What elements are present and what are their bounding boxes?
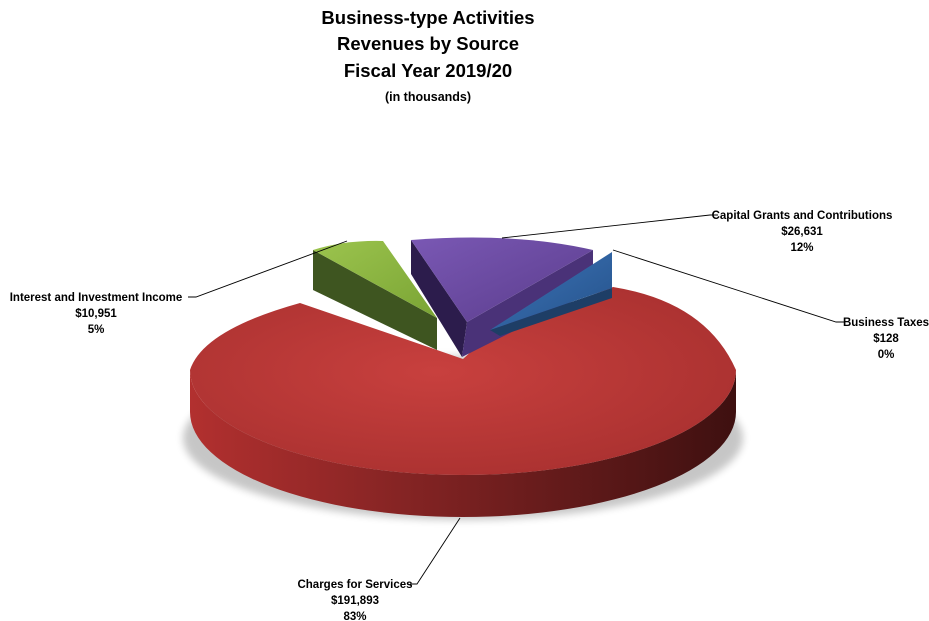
label-charges-name: Charges for Services xyxy=(297,579,412,591)
chart-unit-note: (in thousands) xyxy=(385,90,471,104)
chart-title: Business-type Activities xyxy=(321,7,534,28)
slice-charges-for-services xyxy=(190,287,736,517)
slice-business-taxes xyxy=(490,252,612,336)
slice-capital-top xyxy=(411,237,593,322)
leader-line-charges xyxy=(410,517,461,585)
slice-capital-left-side xyxy=(411,240,467,357)
label-interest-percent: 5% xyxy=(88,324,105,336)
leader-line-capital xyxy=(501,214,718,239)
label-business-taxes-percent: 0% xyxy=(878,349,895,361)
slice-charges-top xyxy=(190,287,736,475)
label-business-taxes-value: $128 xyxy=(873,333,899,345)
label-capital-name: Capital Grants and Contributions xyxy=(712,210,893,222)
label-business-taxes-name: Business Taxes xyxy=(843,317,929,329)
slice-business-taxes-top xyxy=(490,252,612,330)
slice-interest-top xyxy=(313,240,437,318)
label-charges-value: $191,893 xyxy=(331,595,379,607)
label-interest-name: Interest and Investment Income xyxy=(10,292,183,304)
label-charges-percent: 83% xyxy=(343,611,366,621)
leader-line-business-taxes xyxy=(612,249,844,323)
chart-subtitle-line-1: Revenues by Source xyxy=(337,33,519,54)
label-interest-value: $10,951 xyxy=(75,308,117,320)
slice-interest-side xyxy=(313,250,437,350)
slice-interest-investment-income xyxy=(313,240,437,350)
label-capital-value: $26,631 xyxy=(781,226,823,238)
chart-subtitle-line-2: Fiscal Year 2019/20 xyxy=(344,60,512,81)
label-capital-percent: 12% xyxy=(790,242,813,254)
slice-charges-side xyxy=(190,370,736,517)
slice-business-taxes-side xyxy=(490,288,612,336)
leader-line-interest xyxy=(188,240,348,298)
